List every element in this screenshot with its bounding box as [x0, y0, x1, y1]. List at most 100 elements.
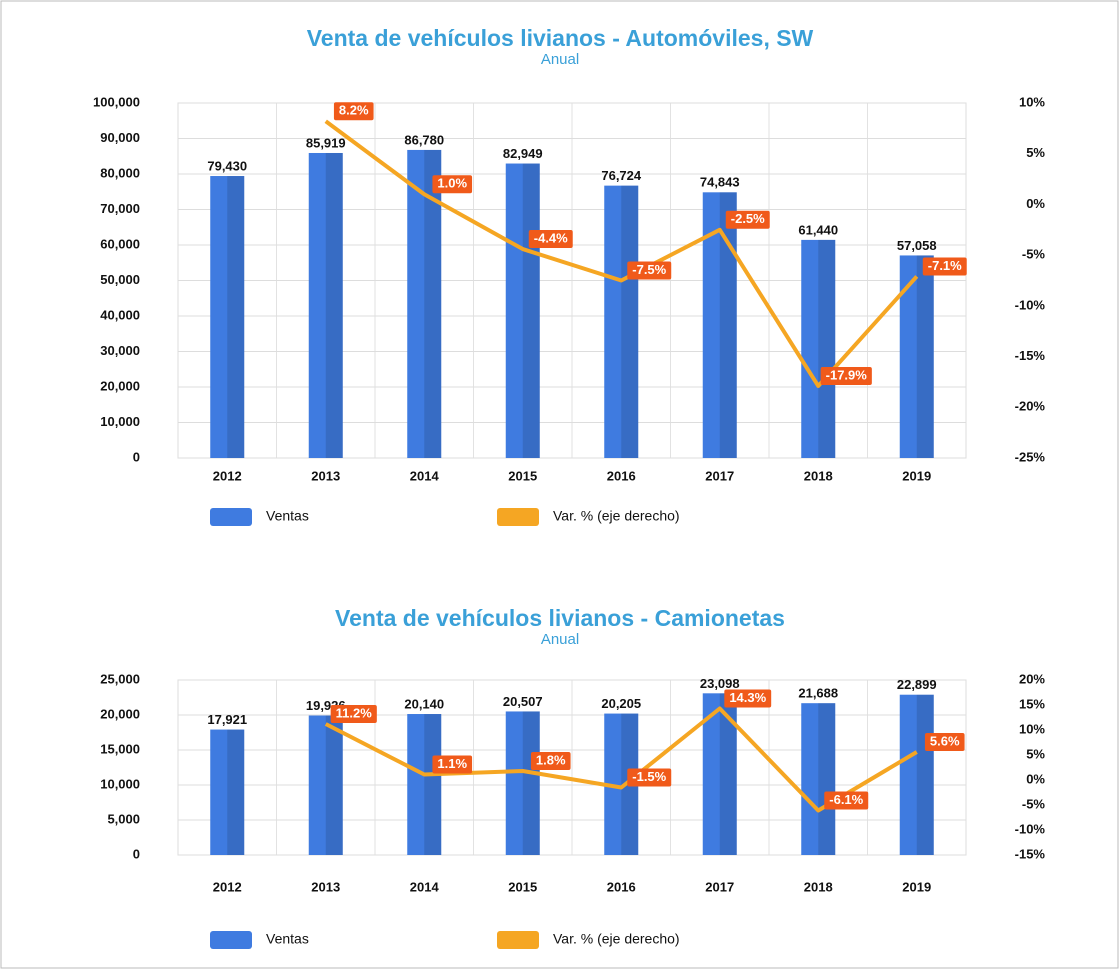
- line-label: 1.8%: [536, 752, 566, 767]
- bar-label: 74,843: [700, 175, 740, 190]
- y2-tick-label: 0%: [1026, 771, 1045, 786]
- y2-tick-label: -5%: [1022, 796, 1046, 811]
- x-tick-label: 2019: [902, 468, 931, 483]
- bar: [505, 163, 540, 458]
- y2-tick-label: 5%: [1026, 145, 1045, 160]
- x-tick-label: 2016: [607, 879, 636, 894]
- line-label: -17.9%: [826, 367, 868, 382]
- line-label: -2.5%: [731, 211, 765, 226]
- x-tick-label: 2012: [213, 879, 242, 894]
- bar: [308, 715, 343, 855]
- y2-tick-label: -10%: [1015, 297, 1046, 312]
- x-tick-label: 2018: [804, 468, 833, 483]
- line-label-box: [627, 768, 672, 787]
- y-tick-label: 10,000: [100, 414, 140, 429]
- bar-label: 61,440: [798, 222, 838, 237]
- bar-shade: [522, 711, 540, 855]
- legend-swatch: [210, 508, 252, 526]
- bar-label: 20,205: [601, 696, 641, 711]
- x-tick-label: 2013: [311, 468, 340, 483]
- line-label: 8.2%: [339, 103, 369, 118]
- legend-label: Ventas: [266, 508, 309, 524]
- bar-shade: [916, 694, 934, 855]
- bar-label: 85,919: [306, 135, 346, 150]
- chart-subtitle: Anual: [541, 631, 579, 648]
- y-tick-label: 30,000: [100, 343, 140, 358]
- line-label: 1.1%: [437, 756, 467, 771]
- line-label: -4.4%: [534, 230, 568, 245]
- line-label-box: [528, 230, 573, 249]
- bar-label: 86,780: [404, 132, 444, 147]
- line: [324, 119, 919, 388]
- y2-tick-label: -25%: [1015, 449, 1046, 464]
- line-label-box: [724, 689, 772, 708]
- bar-shade: [325, 715, 343, 855]
- bar-label: 20,140: [404, 696, 444, 711]
- y2-tick-label: -5%: [1022, 247, 1046, 262]
- line-label: 11.2%: [336, 705, 373, 720]
- bar: [210, 729, 245, 855]
- bar-label: 22,899: [897, 677, 937, 692]
- bar: [801, 703, 836, 855]
- line-label-box: [922, 257, 967, 276]
- line-label: 5.6%: [930, 733, 960, 748]
- y2-tick-label: -10%: [1015, 821, 1046, 836]
- line-label: -1.5%: [632, 769, 666, 784]
- bar: [210, 176, 245, 458]
- chart-title: Venta de vehículos livianos - Camionetas: [335, 605, 785, 631]
- y2-tick-label: 5%: [1026, 746, 1045, 761]
- bar: [308, 152, 343, 458]
- x-tick-label: 2014: [410, 468, 440, 483]
- line-label-box: [627, 261, 672, 280]
- x-tick-label: 2015: [508, 879, 537, 894]
- line-label-box: [924, 733, 965, 751]
- line-label-box: [330, 705, 377, 723]
- x-tick-label: 2013: [311, 879, 340, 894]
- bar-shade: [916, 255, 934, 458]
- bar: [407, 714, 442, 855]
- bar-shade: [522, 163, 540, 458]
- y2-tick-label: 10%: [1019, 721, 1045, 736]
- bar: [899, 694, 934, 855]
- line-label: 1.0%: [437, 176, 467, 191]
- line-label: -7.5%: [632, 262, 666, 277]
- x-tick-label: 2018: [804, 879, 833, 894]
- bar-shade: [424, 149, 442, 458]
- legend-label: Ventas: [266, 931, 309, 947]
- bar-shade: [719, 192, 737, 458]
- y2-tick-label: -15%: [1015, 846, 1046, 861]
- bar: [505, 711, 540, 855]
- legend-swatch: [497, 931, 539, 949]
- line-label-box: [530, 752, 571, 770]
- y-tick-label: 90,000: [100, 130, 140, 145]
- bar: [801, 239, 836, 458]
- bar-label: 17,921: [207, 712, 247, 727]
- bar-label: 21,688: [798, 686, 838, 701]
- bar-label: 20,507: [503, 694, 543, 709]
- y-tick-label: 25,000: [100, 671, 140, 686]
- y2-tick-label: -20%: [1015, 399, 1046, 414]
- bar-shade: [818, 239, 836, 458]
- y-tick-label: 0: [133, 846, 140, 861]
- y2-tick-label: 0%: [1026, 196, 1045, 211]
- bar-label: 57,058: [897, 238, 937, 253]
- x-tick-label: 2014: [410, 879, 440, 894]
- bar-label: 79,430: [207, 158, 247, 173]
- line-label-box: [333, 102, 374, 121]
- y-tick-label: 10,000: [100, 776, 140, 791]
- bar-shade: [227, 729, 245, 855]
- bar-shade: [424, 714, 442, 855]
- x-tick-label: 2017: [705, 879, 734, 894]
- y-tick-label: 50,000: [100, 272, 140, 287]
- bar-shade: [818, 703, 836, 855]
- x-tick-label: 2015: [508, 468, 537, 483]
- y-tick-label: 70,000: [100, 201, 140, 216]
- y2-tick-label: 10%: [1019, 94, 1045, 109]
- line-label-box: [820, 366, 872, 385]
- y-tick-label: 20,000: [100, 378, 140, 393]
- legend-swatch: [497, 508, 539, 526]
- legend-label: Var. % (eje derecho): [553, 508, 680, 524]
- y-tick-label: 15,000: [100, 741, 140, 756]
